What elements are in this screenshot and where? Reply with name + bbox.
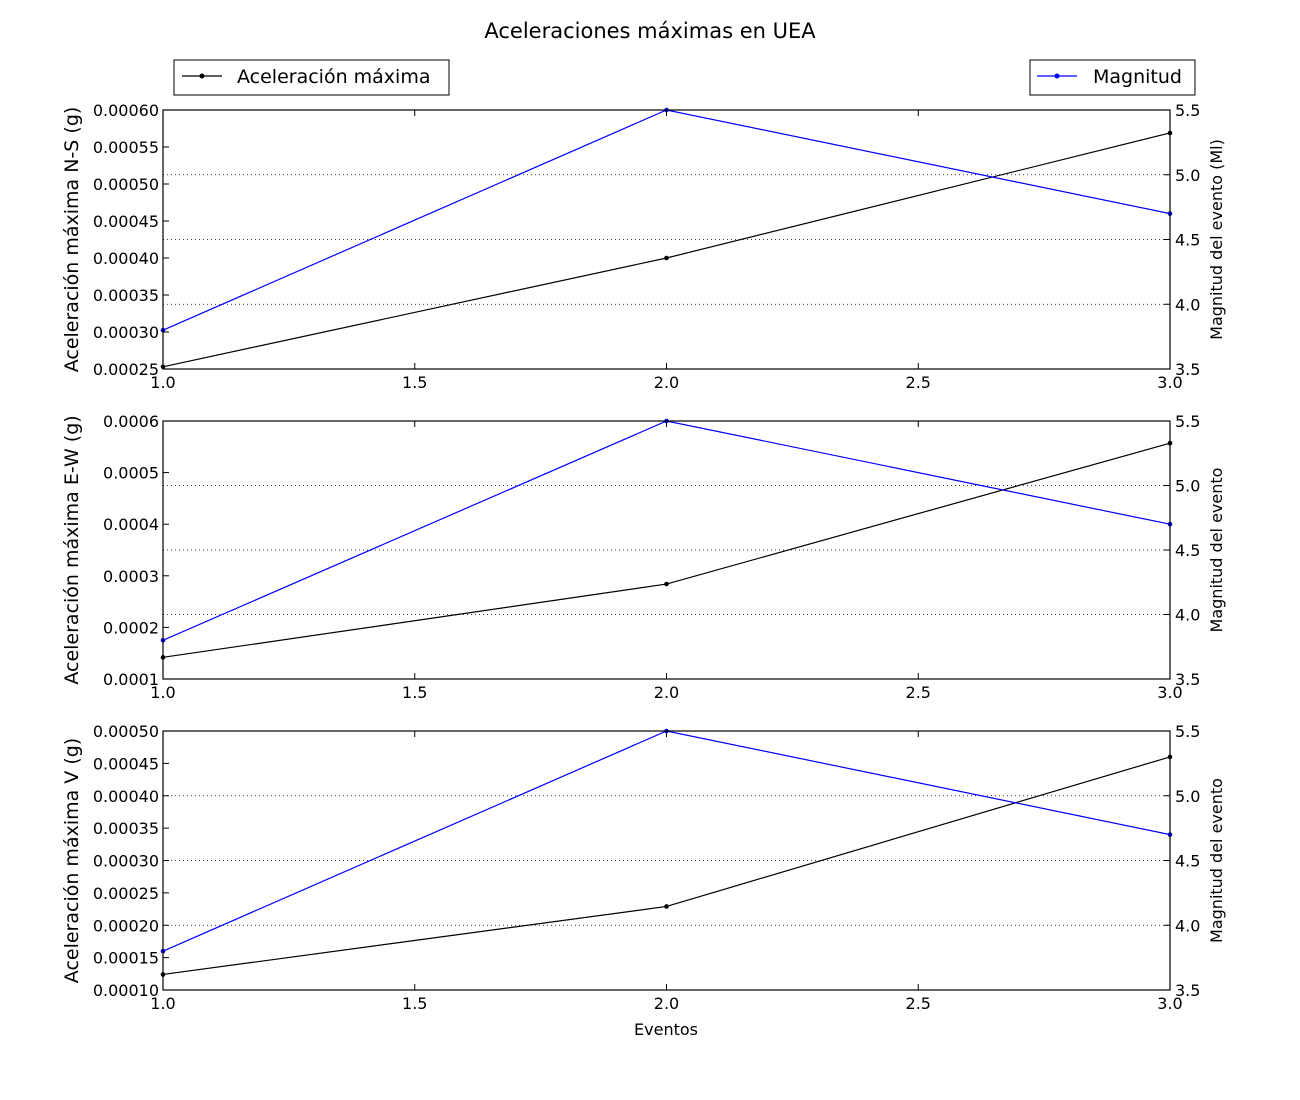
x-tick-label: 2.0 bbox=[654, 373, 679, 392]
y2-tick-label: 5.5 bbox=[1175, 722, 1200, 741]
data-point-aceleracion bbox=[664, 255, 669, 261]
x-tick-label: 3.0 bbox=[1157, 994, 1182, 1013]
y-tick-label: 0.00040 bbox=[93, 787, 159, 806]
series-line-magnitud bbox=[162, 109, 1171, 331]
x-tick-label: 2.0 bbox=[654, 994, 679, 1013]
series-line-aceleracion bbox=[162, 442, 1171, 658]
y-tick-label: 0.0004 bbox=[103, 515, 159, 534]
y-tick-label: 0.0005 bbox=[103, 464, 159, 483]
y2-tick-label: 5.0 bbox=[1175, 477, 1200, 496]
data-point-aceleracion bbox=[664, 581, 669, 587]
y2-tick-label: 4.5 bbox=[1175, 852, 1200, 871]
series-line-aceleracion bbox=[162, 756, 1171, 976]
y-tick-label: 0.00025 bbox=[93, 360, 159, 379]
y2-tick-label: 5.5 bbox=[1175, 412, 1200, 431]
x-tick-label: 2.5 bbox=[906, 373, 931, 392]
y2-tick-label: 3.5 bbox=[1175, 360, 1200, 379]
series-line-magnitud bbox=[162, 730, 1171, 952]
y-axis-label: Aceleración máxima N-S (g) bbox=[61, 107, 83, 373]
plot-frame bbox=[162, 730, 1171, 991]
y2-axis-label: Magnitud del evento bbox=[1207, 778, 1226, 943]
y-tick-label: 0.0006 bbox=[103, 412, 159, 431]
series-line-aceleracion bbox=[162, 132, 1171, 368]
y-tick-label: 0.00035 bbox=[93, 819, 159, 838]
y2-tick-label: 4.0 bbox=[1175, 606, 1200, 625]
y-tick-label: 0.0002 bbox=[103, 618, 159, 637]
y-tick-label: 0.0001 bbox=[103, 670, 159, 689]
y-tick-label: 0.00040 bbox=[93, 249, 159, 268]
y2-axis-label: Magnitud del evento bbox=[1207, 468, 1226, 633]
y2-tick-label: 4.0 bbox=[1175, 295, 1200, 314]
legend-right-label: Magnitud bbox=[1093, 66, 1182, 88]
y-tick-label: 0.00015 bbox=[93, 949, 159, 968]
plot-frame bbox=[162, 420, 1171, 680]
series-line-magnitud bbox=[162, 420, 1171, 641]
subplot-2: 1.0 1.5 2.0 2.5 3.0 0.0001 0.0002 0.0003 0.0004 0… bbox=[61, 412, 1226, 702]
x-tick-label: 2.0 bbox=[654, 683, 679, 702]
plot-frame bbox=[162, 109, 1171, 370]
y-tick-label: 0.00020 bbox=[93, 916, 159, 935]
x-tick-label: 2.5 bbox=[906, 994, 931, 1013]
figure-title: Aceleraciones máximas en UEA bbox=[484, 19, 816, 43]
y-tick-label: 0.00030 bbox=[93, 852, 159, 871]
y2-tick-label: 3.5 bbox=[1175, 670, 1200, 689]
y2-tick-label: 4.5 bbox=[1175, 231, 1200, 250]
y2-tick-label: 5.0 bbox=[1175, 787, 1200, 806]
y-tick-label: 0.00045 bbox=[93, 212, 159, 231]
y-tick-label: 0.00045 bbox=[93, 754, 159, 773]
subplot-1: 1.0 1.5 2.0 2.5 3.0 0.00025 0.00030 0.00035 0.00… bbox=[61, 101, 1226, 392]
y-tick-label: 0.00025 bbox=[93, 884, 159, 903]
x-tick-label: 1.0 bbox=[150, 994, 175, 1013]
x-tick-label: 3.0 bbox=[1157, 683, 1182, 702]
y-tick-label: 0.00050 bbox=[93, 722, 159, 741]
y2-tick-label: 4.5 bbox=[1175, 541, 1200, 560]
legend-left-marker bbox=[199, 73, 205, 79]
y2-tick-label: 5.5 bbox=[1175, 101, 1200, 120]
y2-tick-label: 4.0 bbox=[1175, 916, 1200, 935]
y2-axis-label: Magnitud del evento (Ml) bbox=[1207, 139, 1226, 340]
legend-left: Aceleración máxima bbox=[173, 59, 450, 96]
legend-left-box bbox=[173, 59, 450, 96]
x-tick-label: 3.0 bbox=[1157, 373, 1182, 392]
x-tick-label: 1.0 bbox=[150, 683, 175, 702]
y-tick-label: 0.00010 bbox=[93, 981, 159, 1000]
legend-right: Magnitud bbox=[1029, 59, 1196, 96]
x-tick-label: 1.5 bbox=[402, 373, 427, 392]
y-tick-label: 0.00030 bbox=[93, 323, 159, 342]
x-axis-label: Eventos bbox=[634, 1020, 698, 1039]
y2-tick-label: 5.0 bbox=[1175, 166, 1200, 185]
subplots: 1.0 1.5 2.0 2.5 3.0 0.00025 0.00030 0.00035 0.00… bbox=[61, 101, 1226, 1013]
y-tick-label: 0.00055 bbox=[93, 138, 159, 157]
x-tick-label: 1.5 bbox=[402, 994, 427, 1013]
y-tick-label: 0.00050 bbox=[93, 175, 159, 194]
legend-right-marker bbox=[1054, 73, 1060, 79]
y-axis-label: Aceleración máxima E-W (g) bbox=[61, 415, 83, 684]
x-tick-label: 2.5 bbox=[906, 683, 931, 702]
y-tick-label: 0.0003 bbox=[103, 567, 159, 586]
subplot-3: 1.0 1.5 2.0 2.5 3.0 0.00010 0.00015 0.00020 0.00… bbox=[61, 722, 1226, 1013]
x-tick-label: 1.0 bbox=[150, 373, 175, 392]
y-axis-label: Aceleración máxima V (g) bbox=[61, 738, 83, 983]
legend-left-label: Aceleración máxima bbox=[237, 66, 430, 88]
y2-tick-label: 3.5 bbox=[1175, 981, 1200, 1000]
y-tick-label: 0.00035 bbox=[93, 286, 159, 305]
data-point-aceleracion bbox=[664, 904, 669, 909]
x-tick-label: 1.5 bbox=[402, 683, 427, 702]
y-tick-label: 0.00060 bbox=[93, 101, 159, 120]
